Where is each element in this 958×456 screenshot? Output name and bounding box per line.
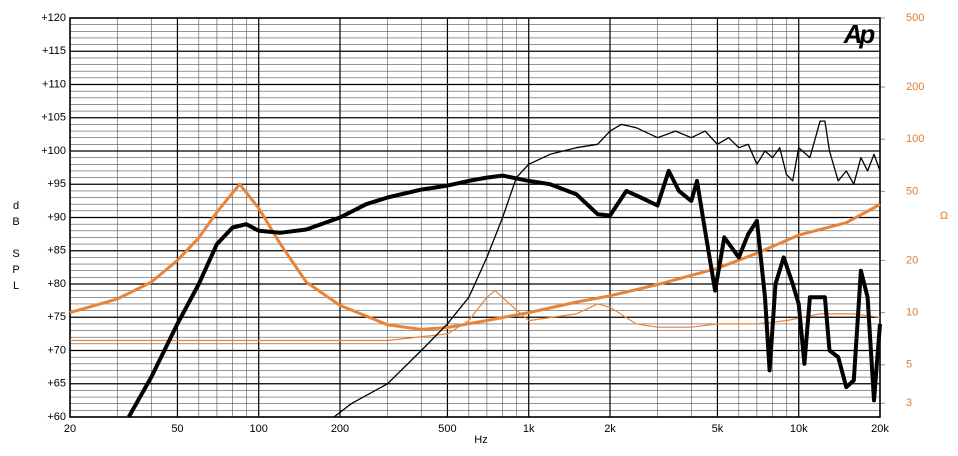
y-tick-label: +70: [47, 344, 66, 356]
x-tick-label: 500: [438, 423, 456, 435]
x-tick-label: 20k: [871, 423, 889, 435]
grid: [69, 17, 885, 418]
x-tick-label: 100: [250, 423, 268, 435]
y-tick-label: +90: [47, 211, 66, 223]
y-tick-label: +120: [41, 12, 66, 24]
plot-lines: [69, 120, 882, 418]
y2-tick-label: 500: [906, 12, 924, 24]
series-line: [126, 168, 882, 418]
y-tick-label: +65: [47, 378, 66, 390]
y-tick-label: +110: [42, 78, 66, 90]
y2-tick-label: 20: [906, 254, 918, 266]
x-tick-label: 2k: [604, 423, 616, 435]
x-axis-label: Hz: [474, 434, 487, 446]
plot-frame: [69, 17, 881, 418]
logo: Ap: [843, 19, 876, 49]
x-tick-label: 10k: [790, 423, 808, 435]
series-line: [333, 120, 881, 418]
x-tick-label: 50: [171, 423, 183, 435]
x-tick-label: 20: [64, 423, 76, 435]
y-tick-label: +80: [47, 278, 66, 290]
y-tick-label: +100: [41, 145, 66, 157]
x-tick-label: 200: [331, 423, 349, 435]
y2-tick-label: 10: [906, 307, 918, 319]
y-tick-label: +75: [47, 311, 66, 323]
y2-tick-label: 5: [906, 359, 912, 371]
y-tick-label: +105: [41, 112, 66, 124]
y-tick-label: +95: [47, 178, 66, 190]
y-axis-label: dB SPL: [10, 200, 22, 296]
y2-tick-label: 100: [906, 133, 924, 145]
series-line: [69, 182, 881, 331]
y-tick-label: +85: [47, 245, 66, 257]
y2-axis-label: Ω: [940, 210, 948, 222]
x-tick-label: 5k: [712, 423, 724, 435]
y2-tick-label: 50: [906, 185, 918, 197]
series-line: [70, 290, 881, 342]
y-tick-label: +115: [42, 45, 66, 57]
y-tick-label: +60: [47, 411, 66, 423]
y2-tick-label: 200: [906, 81, 924, 93]
y2-tick-label: 3: [906, 397, 912, 409]
x-tick-label: 1k: [523, 423, 535, 435]
